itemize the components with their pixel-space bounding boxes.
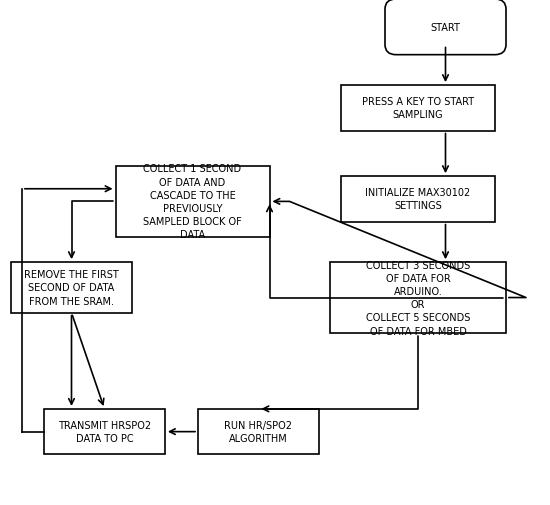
FancyBboxPatch shape — [330, 263, 506, 333]
Text: PRESS A KEY TO START
SAMPLING: PRESS A KEY TO START SAMPLING — [362, 97, 474, 120]
FancyBboxPatch shape — [385, 0, 506, 56]
FancyBboxPatch shape — [116, 167, 270, 237]
Text: START: START — [431, 23, 460, 33]
FancyBboxPatch shape — [341, 86, 495, 131]
FancyBboxPatch shape — [44, 409, 165, 454]
Text: COLLECT 1 SECOND
OF DATA AND
CASCADE TO THE
PREVIOUSLY
SAMPLED BLOCK OF
DATA: COLLECT 1 SECOND OF DATA AND CASCADE TO … — [143, 164, 242, 240]
Text: COLLECT 3 SECONDS
OF DATA FOR
ARDUINO.
OR
COLLECT 5 SECONDS
OF DATA FOR MBED: COLLECT 3 SECONDS OF DATA FOR ARDUINO. O… — [366, 260, 470, 336]
Text: TRANSMIT HRSPO2
DATA TO PC: TRANSMIT HRSPO2 DATA TO PC — [58, 420, 151, 443]
FancyBboxPatch shape — [198, 409, 319, 454]
FancyBboxPatch shape — [341, 177, 495, 222]
Text: RUN HR/SPO2
ALGORITHM: RUN HR/SPO2 ALGORITHM — [224, 420, 293, 443]
FancyBboxPatch shape — [11, 263, 132, 313]
Text: REMOVE THE FIRST
SECOND OF DATA
FROM THE SRAM.: REMOVE THE FIRST SECOND OF DATA FROM THE… — [24, 270, 119, 306]
Text: INITIALIZE MAX30102
SETTINGS: INITIALIZE MAX30102 SETTINGS — [365, 188, 471, 211]
